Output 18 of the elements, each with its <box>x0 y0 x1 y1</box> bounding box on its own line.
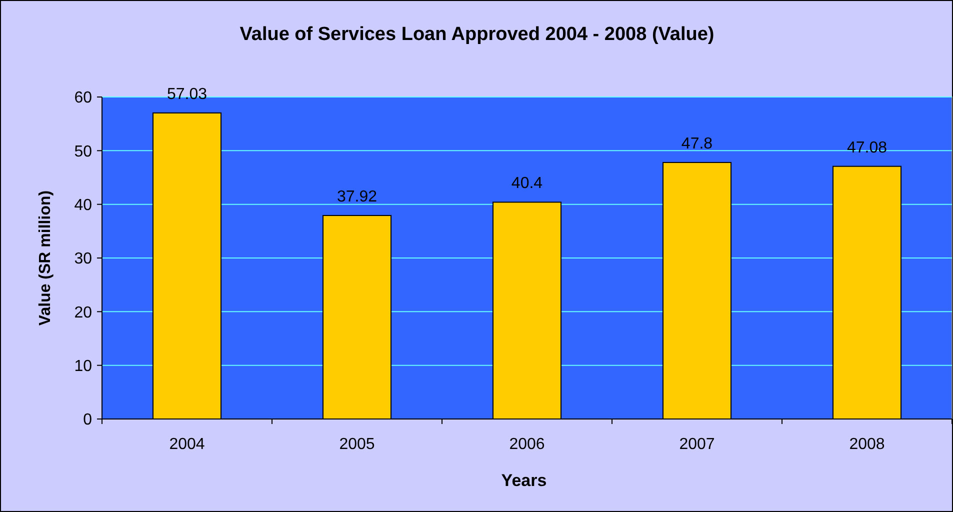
y-tick-label: 0 <box>83 412 92 429</box>
data-label: 47.8 <box>681 135 713 152</box>
x-tick-label: 2005 <box>339 436 375 453</box>
x-axis-title: Years <box>501 471 547 490</box>
y-tick-label: 40 <box>74 196 92 214</box>
data-label: 37.92 <box>336 188 378 206</box>
y-axis-title: Value (SR million) <box>37 190 54 326</box>
x-tick-label: 2006 <box>509 436 545 453</box>
x-tick-label: 2007 <box>679 436 715 453</box>
data-label: 40.4 <box>511 175 543 192</box>
chart-title: Value of Services Loan Approved 2004 - 2008 (Value) <box>240 24 714 45</box>
x-tick-label: 2004 <box>169 436 205 453</box>
x-tick-label: 2008 <box>849 436 885 453</box>
y-tick-label: 10 <box>74 358 92 375</box>
y-tick-label: 50 <box>74 143 92 160</box>
y-tick-label: 20 <box>74 304 92 322</box>
y-tick-label: 60 <box>74 90 92 107</box>
y-tick-label: 30 <box>74 250 92 268</box>
